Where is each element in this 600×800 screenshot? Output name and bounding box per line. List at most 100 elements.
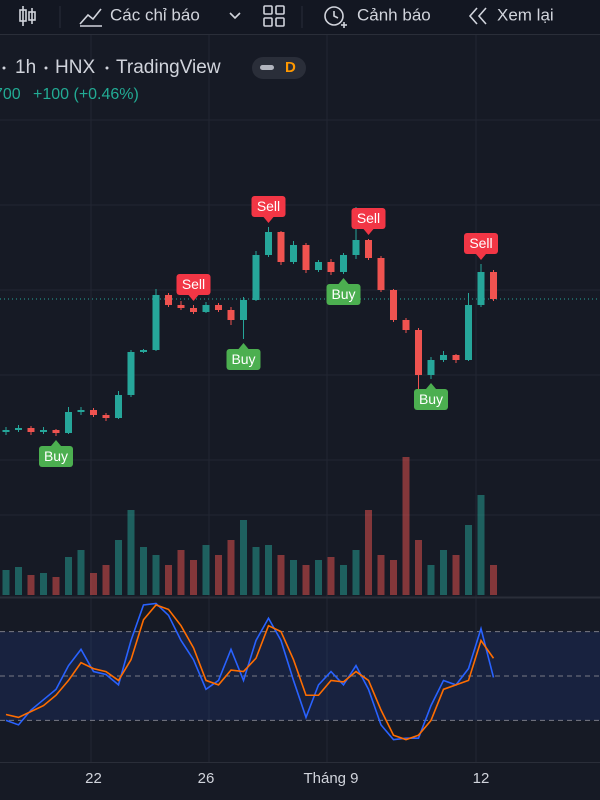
candle-body [427,360,435,375]
volume-bar [202,545,210,595]
signal-pointer [238,343,249,349]
volume-bar [240,520,247,595]
signal-label-bg [351,208,386,229]
badge-toggle [260,65,274,70]
volume-bar [102,565,110,595]
volume-bar [415,540,422,595]
candle-body [40,430,47,432]
price: 700 [0,86,21,103]
signal-pointer [363,229,374,235]
candle-body [202,305,210,312]
volume-bar [65,557,72,595]
candle-body [127,352,135,395]
candle-body [52,430,60,433]
candle-body [190,308,197,312]
volume-bar [377,555,385,595]
exchange: HNX [55,57,95,78]
signal-label-bg [414,389,448,410]
layout-button[interactable] [263,5,285,27]
oscillator-line [5,604,495,741]
volume-bar [265,545,272,595]
volume-bar [227,540,235,595]
replay-button[interactable]: Xem lại [497,5,554,24]
badge[interactable] [252,57,306,79]
candle-body [115,395,122,418]
candle-body [215,305,222,310]
volume-bar [477,495,485,595]
candle-body [165,295,172,305]
candle-body [102,415,110,418]
x-tick-label: Tháng 9 [303,770,358,787]
volume-bar [2,570,10,595]
signal-label: Sell [182,276,205,292]
alerts-icon[interactable] [324,6,347,28]
volume-bar [52,577,60,595]
candle-body [152,295,160,350]
candle-body [2,430,10,432]
x-tick-label: 22 [85,770,102,787]
interval: 1h [15,57,36,78]
candle-body [290,245,297,262]
candle-body [390,290,397,320]
volume-bar [327,557,335,595]
candle-body [465,305,472,360]
signal-label: Buy [419,391,443,407]
candle-body [90,410,97,415]
signal-pointer [188,295,199,301]
signal-label-bg [464,233,498,254]
volume-bar [427,565,435,595]
volume-bar [177,550,185,595]
volume-bar [465,525,472,595]
volume-bar [452,555,460,595]
replay-icon[interactable] [468,7,487,25]
source: TradingView [116,57,221,78]
candle-body [415,330,422,375]
candle-body [227,310,235,320]
candle-body [252,255,260,300]
indicators-icon[interactable] [79,8,102,27]
volume-bar [302,565,310,595]
signal-pointer [263,217,274,223]
signal-pointer [426,383,436,389]
volume-bar [190,560,197,595]
legend: 1h HNX TradingView D 700 +100 (+0.46%) [0,57,306,103]
dot [105,66,109,70]
candle-body [277,232,285,262]
x-tick-label: 12 [473,770,490,787]
indicators-button[interactable]: Các chỉ báo [110,5,200,24]
signal-label: Sell [257,198,280,214]
volume-bar [290,560,297,595]
volume-bar [390,560,397,595]
volume-bar [315,560,322,595]
volume-bar [115,540,122,595]
volume-bar [90,573,97,595]
candle-body [240,300,247,320]
candle-body [265,232,272,255]
signal-label-bg [176,274,211,295]
volume-bar [277,555,285,595]
volume-bar [352,550,360,595]
volume-bar [490,565,497,595]
volume-bar [40,573,47,595]
volume-bar [340,565,347,595]
signal-pointer [51,440,61,446]
volume-bar [365,510,372,595]
volume-bar [252,547,260,595]
volume-bar [140,547,147,595]
chart-type-button[interactable] [19,6,36,26]
candle-body [490,272,497,299]
signal-label: Sell [357,210,380,226]
dropdown-chevron[interactable] [229,12,241,20]
dot [2,66,6,70]
volume-bar [402,457,410,595]
candle-body [327,262,335,272]
candle-body [377,258,385,290]
candle-body [315,262,322,270]
alerts-button[interactable]: Cảnh báo [357,5,431,24]
volume-bar [440,550,447,595]
candle-body [440,355,447,360]
